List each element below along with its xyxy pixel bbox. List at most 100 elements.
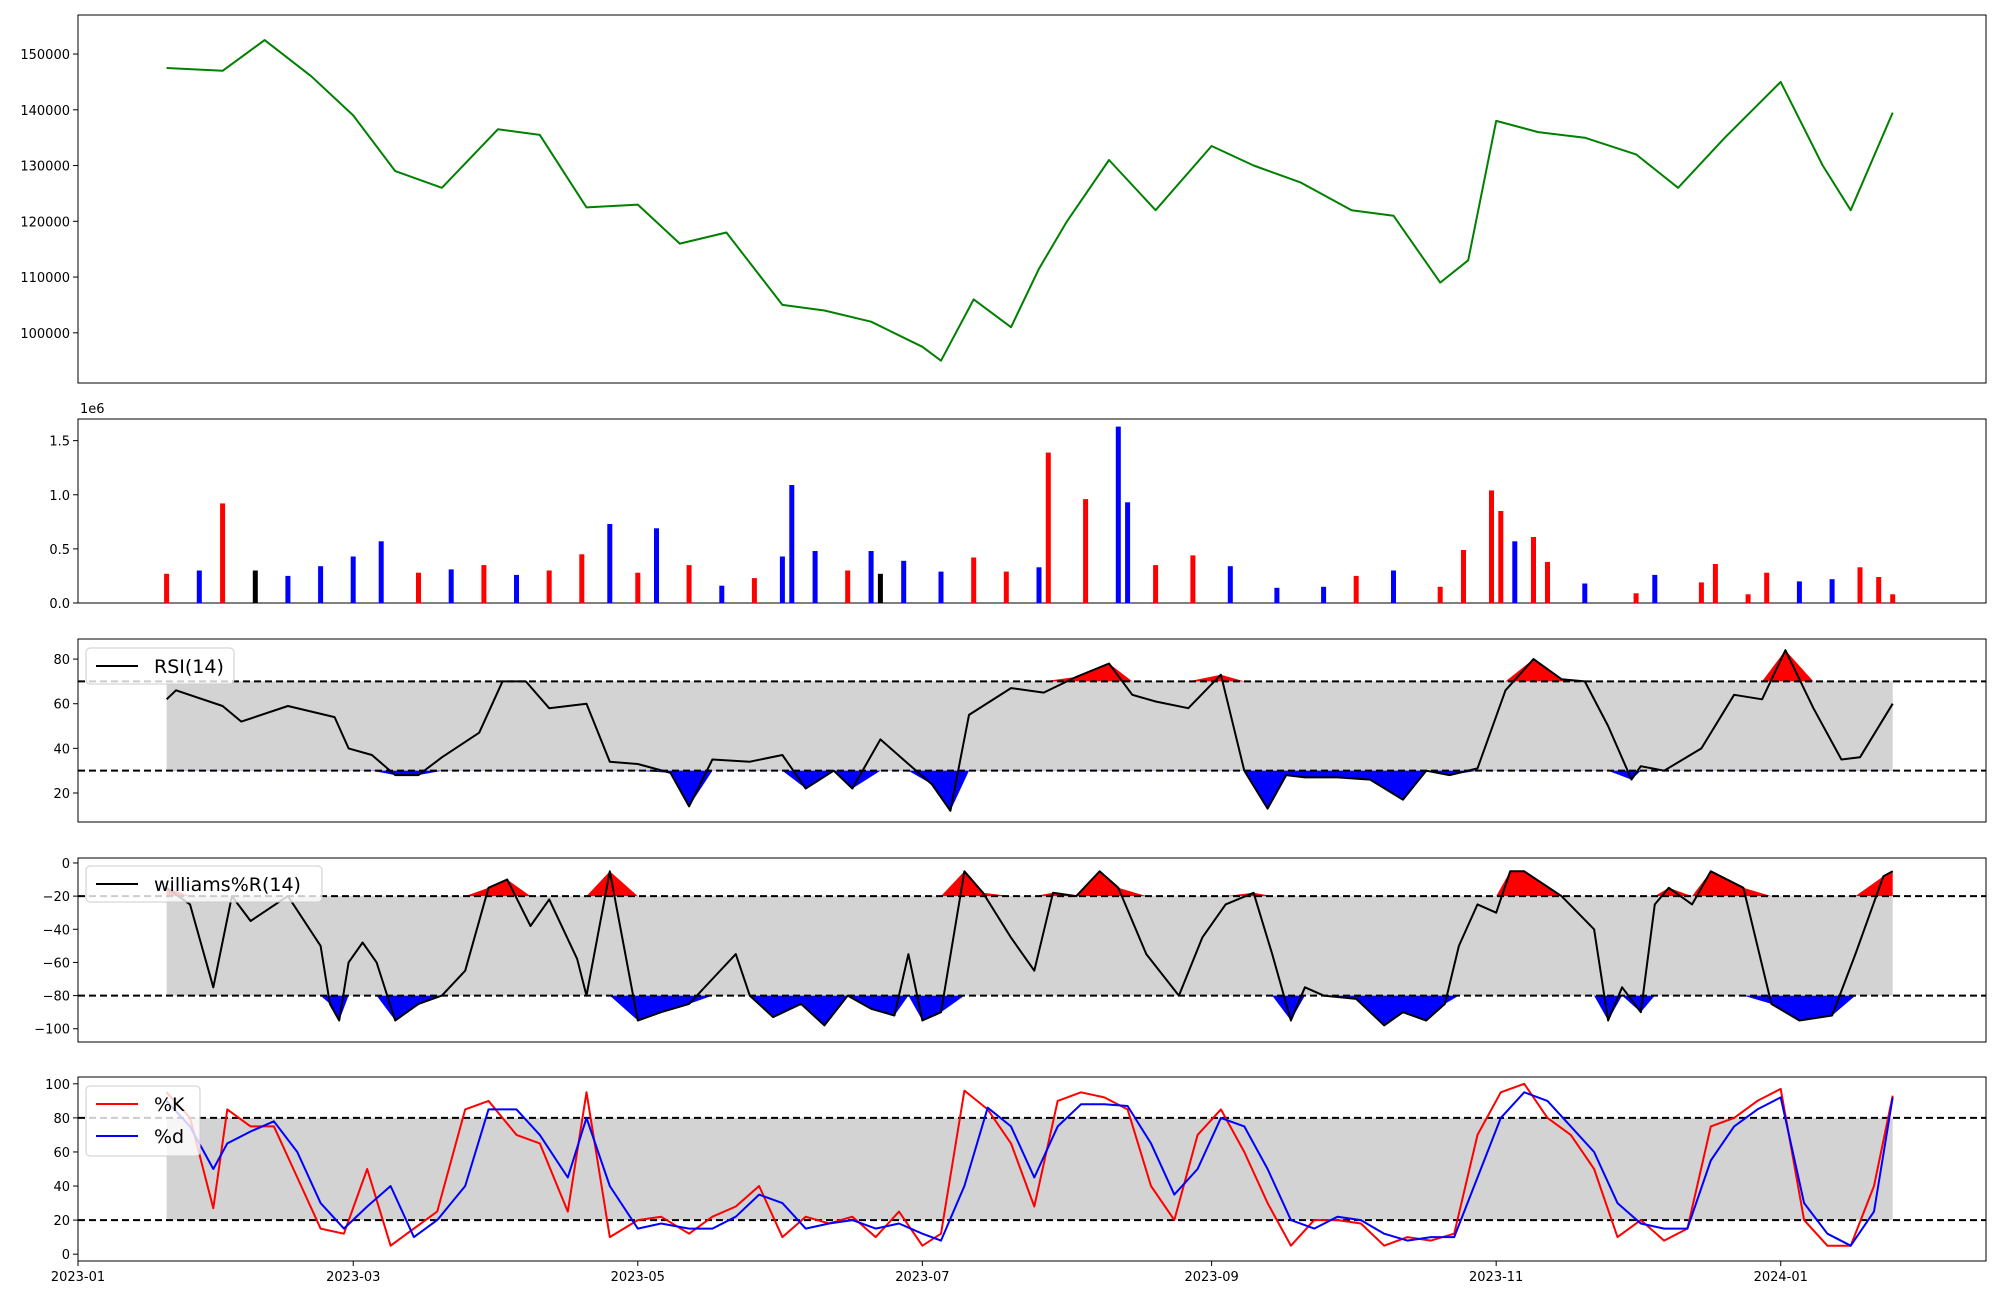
volume-bar	[1489, 490, 1494, 603]
volume-bar	[1512, 541, 1518, 603]
volume-bar	[812, 551, 818, 603]
volume-bar	[448, 569, 454, 603]
volume-bar	[1764, 572, 1770, 603]
price-line	[166, 39, 1894, 362]
volume-bar	[719, 585, 725, 603]
volume-bar	[1698, 582, 1704, 603]
volume-bar	[1796, 581, 1802, 603]
volume-bar	[1712, 564, 1718, 603]
volume-y-axis: 0.0 0.5 1.0 1.5	[49, 435, 78, 612]
x-tick-label: 2023-09	[1184, 1270, 1238, 1285]
price-axes-frame	[77, 14, 1987, 384]
williams-axes-frame	[77, 857, 1987, 1043]
volume-bar	[1545, 561, 1550, 603]
volume-bar	[164, 573, 170, 603]
volume-bar	[285, 575, 291, 603]
volume-bar	[1353, 575, 1359, 603]
volume-bar	[1227, 566, 1233, 603]
k-legend-label: %K	[154, 1094, 185, 1116]
rsi-legend-label: RSI(14)	[154, 656, 224, 678]
volume-bar	[350, 556, 356, 603]
volume-bar	[514, 574, 519, 603]
volume-bar	[1461, 550, 1466, 603]
stochastic-series	[78, 1082, 1986, 1247]
volume-bar	[1153, 565, 1159, 603]
volume-bar	[635, 572, 641, 603]
stochastic-axes-frame	[77, 1076, 1987, 1262]
rsi-ytick-label: 80	[53, 653, 70, 668]
volume-bar	[579, 554, 585, 603]
volume-bar	[546, 570, 552, 603]
williams-y-axis: −100 −80 −60 −40 −20 0	[34, 857, 78, 1038]
volume-bar	[938, 571, 944, 603]
williams-panel: −100 −80 −60 −40 −20 0 williams%R(14)	[34, 857, 1987, 1043]
williams-legend: williams%R(14)	[85, 865, 323, 903]
rsi-ytick-label: 40	[53, 742, 70, 757]
volume-bar	[607, 524, 613, 603]
williams-ytick-label: −100	[34, 1023, 70, 1038]
volume-bar	[1003, 571, 1009, 603]
price-ytick-label: 110000	[20, 271, 70, 286]
volume-bar	[1633, 593, 1639, 603]
volume-bar	[845, 570, 851, 603]
volume-bar	[1582, 583, 1588, 603]
williams-overbought-fill	[166, 871, 1893, 897]
volume-ytick-label: 1.0	[49, 489, 70, 504]
volume-bar	[1745, 594, 1751, 603]
k-line	[165, 1082, 1894, 1247]
volume-bar	[1321, 586, 1327, 603]
williams-ytick-label: −80	[43, 990, 70, 1005]
volume-bar	[971, 557, 977, 603]
stochastic-ytick-label: 60	[53, 1146, 70, 1161]
williams-ytick-label: −20	[43, 890, 70, 905]
williams-ytick-label: −40	[43, 923, 70, 938]
volume-bar	[196, 570, 202, 603]
x-tick-label: 2023-01	[51, 1270, 105, 1285]
williams-series	[78, 870, 1986, 1027]
x-tick-label: 2023-11	[1469, 1270, 1523, 1285]
d-legend-label: %d	[154, 1126, 184, 1148]
rsi-line	[165, 649, 1894, 812]
stochastic-y-axis: 0 20 40 60 80 100	[45, 1078, 78, 1263]
volume-bar	[1083, 499, 1089, 603]
volume-bar	[378, 541, 384, 603]
rsi-legend-box	[85, 647, 235, 685]
rsi-ytick-label: 20	[53, 787, 70, 802]
x-tick-label: 2023-05	[611, 1270, 665, 1285]
williams-line	[166, 870, 1894, 1027]
rsi-overbought-fill	[166, 650, 1893, 682]
volume-ytick-label: 0.5	[49, 543, 70, 558]
price-ytick-label: 140000	[20, 104, 70, 119]
volume-bar	[868, 551, 874, 603]
volume-ytick-label: 0.0	[49, 597, 70, 612]
d-line	[165, 1091, 1894, 1247]
rsi-axes-frame	[77, 638, 1987, 823]
volume-bar	[1036, 567, 1042, 603]
price-ytick-label: 100000	[20, 327, 70, 342]
volume-panel: 1e6 0.0 0.5 1.0 1.5	[49, 402, 1987, 612]
volume-bar	[779, 556, 785, 603]
volume-bar	[220, 503, 226, 603]
price-ytick-label: 120000	[20, 215, 70, 230]
volume-bar	[1876, 577, 1882, 603]
x-tick-label: 2023-07	[895, 1270, 949, 1285]
williams-legend-box	[85, 865, 323, 903]
rsi-legend: RSI(14)	[85, 647, 235, 685]
volume-bar	[416, 572, 421, 603]
volume-bar	[481, 565, 487, 603]
williams-ytick-label: −60	[43, 956, 70, 971]
stochastic-ytick-label: 100	[45, 1078, 70, 1093]
stochastic-ytick-label: 80	[53, 1112, 70, 1127]
x-tick-label: 2023-03	[326, 1270, 380, 1285]
price-panel: 100000 110000 120000 130000 140000 150000	[20, 14, 1987, 384]
volume-bar	[877, 573, 883, 603]
volume-bar	[1652, 574, 1658, 603]
rsi-neutral-band	[166, 681, 1893, 771]
stochastic-legend: %K %d	[85, 1085, 201, 1157]
volume-bar	[1857, 567, 1863, 603]
volume-scale-label: 1e6	[80, 402, 105, 417]
rsi-y-axis: 20 40 60 80	[53, 653, 78, 802]
x-tick-label: 2024-01	[1754, 1270, 1808, 1285]
volume-bar	[1274, 587, 1280, 603]
